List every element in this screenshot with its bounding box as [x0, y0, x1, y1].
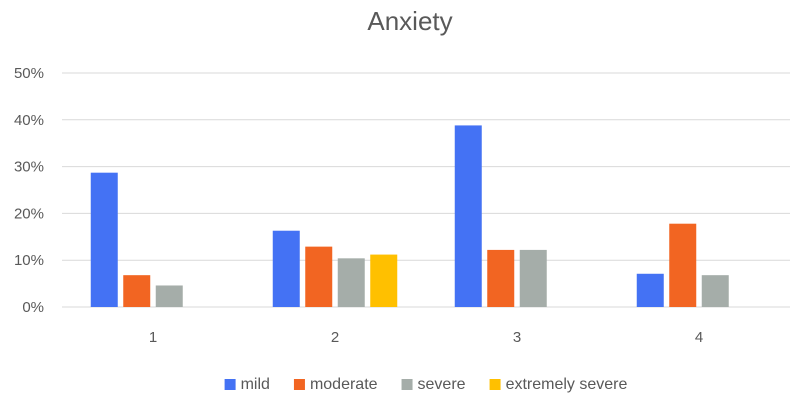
y-tick-label: 20%: [14, 205, 44, 222]
x-tick-label: 3: [513, 329, 521, 346]
x-tick-label: 4: [695, 329, 703, 346]
bar-severe-2: [337, 258, 365, 307]
bar-severe-4: [701, 275, 729, 307]
bar-mild-4: [636, 273, 664, 307]
bar-moderate-3: [487, 249, 515, 307]
chart-title: Anxiety: [367, 6, 452, 36]
bar-severe-1: [155, 285, 183, 307]
legend-label: moderate: [310, 376, 378, 393]
bar-moderate-4: [669, 223, 697, 307]
legend-swatch: [224, 379, 236, 390]
legend-label: extremely severe: [506, 376, 628, 393]
legend-swatch: [293, 379, 305, 390]
bar-extremely-severe-2: [370, 254, 398, 307]
y-tick-label: 50%: [14, 65, 44, 82]
y-tick-label: 0%: [22, 299, 44, 316]
bar-moderate-1: [123, 275, 151, 307]
bar-mild-1: [90, 172, 118, 307]
x-axis-ticks: 1 2 3 4: [149, 329, 703, 346]
y-tick-label: 30%: [14, 159, 44, 176]
legend-swatch: [401, 379, 413, 390]
gridlines: [62, 72, 790, 308]
y-tick-label: 40%: [14, 112, 44, 129]
legend-swatch: [489, 379, 501, 390]
legend: mild moderate severe extremely severe: [224, 376, 628, 393]
bar-mild-2: [272, 230, 300, 307]
y-axis-ticks: 0% 10% 20% 30% 40% 50%: [14, 65, 44, 316]
legend-label: severe: [418, 376, 466, 393]
bar-mild-3: [454, 125, 482, 307]
x-tick-label: 2: [331, 329, 339, 346]
bar-moderate-2: [305, 246, 333, 307]
bar-severe-3: [519, 249, 547, 307]
x-tick-label: 1: [149, 329, 157, 346]
bars: [90, 125, 729, 307]
legend-label: mild: [241, 376, 270, 393]
y-tick-label: 10%: [14, 252, 44, 269]
